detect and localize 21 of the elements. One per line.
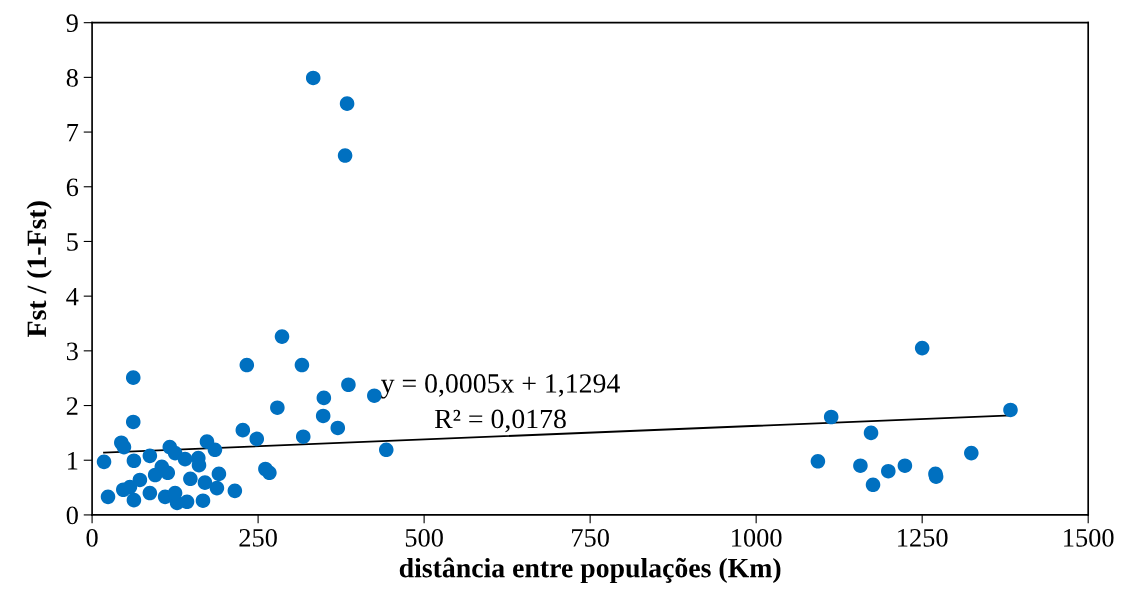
y-axis-title: Fst / (1-Fst) [26, 201, 52, 337]
y-tick-label: 8 [66, 68, 78, 87]
x-axis-title: distância entre populações (Km) [399, 557, 781, 584]
x-tick-label: 250 [239, 528, 277, 547]
y-tick-label: 1 [68, 451, 78, 470]
annotation: R² = 0,0178 [434, 409, 566, 433]
y-tick-label: 5 [67, 233, 78, 251]
x-tick-label: 1000 [732, 528, 782, 547]
y-tick-label: 0 [66, 506, 78, 525]
y-tick-label: 4 [66, 287, 79, 306]
y-tick-label: 6 [66, 178, 79, 197]
y-tick-label: 9 [66, 14, 78, 33]
annotation: y = 0,0005x + 1,1294 [381, 374, 620, 399]
x-tick-label: 0 [86, 528, 98, 547]
y-tick-label: 7 [67, 123, 79, 142]
x-tick-label: 500 [405, 528, 443, 547]
x-tick-label: 1500 [1064, 528, 1114, 547]
y-tick-label: 3 [66, 342, 78, 361]
y-tick-label: 2 [66, 397, 78, 415]
x-tick-label: 1250 [898, 528, 948, 547]
x-tick-label: 750 [572, 528, 609, 547]
